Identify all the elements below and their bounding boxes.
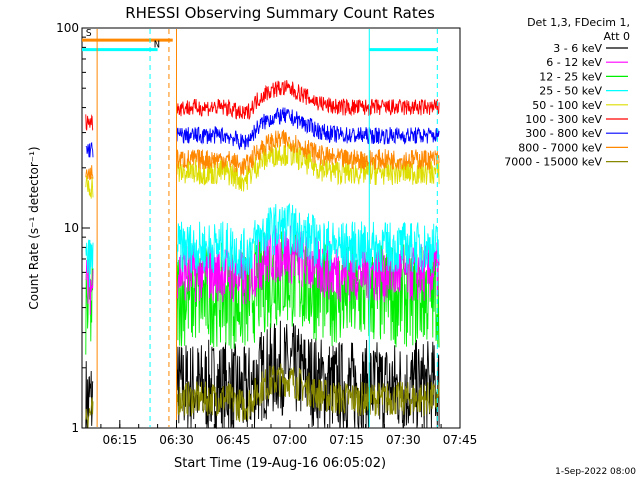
series-line-300-800-kev (85, 107, 440, 158)
flag-label: S (86, 28, 92, 39)
series-line-100-300-kev (85, 80, 440, 131)
legend-entry-label: 100 - 300 keV (525, 113, 602, 126)
y-axis: 1 10 100 (56, 21, 90, 435)
mode-flags: SN (82, 28, 438, 52)
legend-entry-label: 7000 - 15000 keV (504, 156, 602, 169)
x-tick-label: 06:30 (159, 433, 194, 447)
x-tick-label: 07:45 (443, 433, 478, 447)
legend-entry-label: 12 - 25 keV (539, 70, 602, 83)
legend-entry-label: 25 - 50 keV (539, 85, 602, 98)
legend-entry-label: 3 - 6 keV (553, 42, 602, 55)
legend-header-line-1: Det 1,3, FDecim 1, (527, 16, 630, 29)
series-line-25-50-kev (85, 202, 440, 288)
x-tick-label: 07:30 (386, 433, 421, 447)
legend-entry-label: 6 - 12 keV (546, 56, 602, 69)
y-tick-label: 10 (64, 221, 79, 235)
series-line-12-25-kev (85, 230, 440, 355)
y-tick-label: 100 (56, 21, 79, 35)
x-tick-label: 07:15 (329, 433, 364, 447)
x-tick-label: 07:00 (273, 433, 308, 447)
attenuator-markers (96, 29, 438, 427)
footer-date: 1-Sep-2022 08:00 (555, 467, 636, 477)
chart-title: RHESSI Observing Summary Count Rates (125, 4, 435, 22)
y-tick-label: 1 (71, 421, 79, 435)
x-axis: 06:15 06:30 06:45 07:00 07:15 07:30 07:45 (81, 420, 478, 447)
legend-entry-label: 50 - 100 keV (532, 99, 602, 112)
legend-header-line-2: Att 0 (604, 30, 630, 43)
legend-entry-label: 300 - 800 keV (525, 127, 602, 140)
x-tick-label: 06:45 (216, 433, 251, 447)
series-line-800-7000-kev (85, 129, 440, 181)
x-tick-label: 06:15 (103, 433, 138, 447)
legend-entry-label: 800 - 7000 keV (518, 141, 602, 154)
y-axis-label: Count Rate (s⁻¹ detector⁻¹) (27, 146, 41, 309)
x-axis-label: Start Time (19-Aug-16 06:05:02) (174, 456, 386, 471)
series-line-7000-15000-kev (85, 363, 440, 428)
flag-label: N (154, 40, 160, 51)
series-layer (85, 80, 440, 430)
